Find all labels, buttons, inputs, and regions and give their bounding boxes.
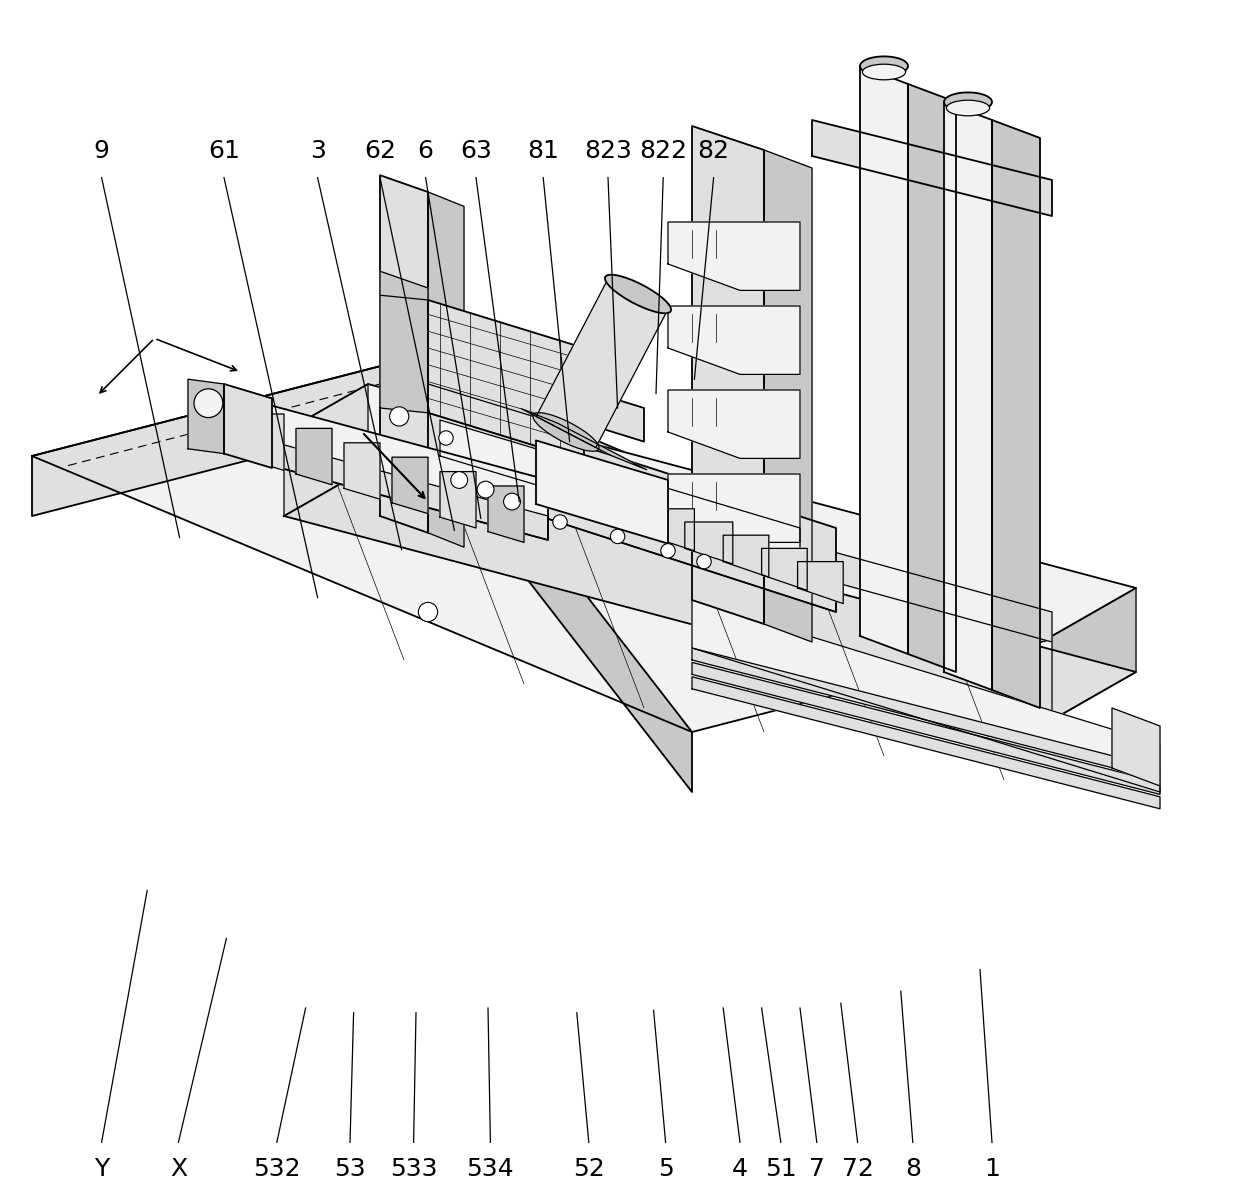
Text: 533: 533 <box>389 1157 438 1181</box>
Polygon shape <box>812 120 1052 216</box>
Polygon shape <box>428 396 836 612</box>
Text: 8: 8 <box>905 1157 921 1181</box>
Polygon shape <box>608 496 656 538</box>
Polygon shape <box>296 428 332 485</box>
Text: 61: 61 <box>208 139 239 163</box>
Polygon shape <box>1052 588 1136 720</box>
Text: 3: 3 <box>310 139 326 163</box>
Text: 1: 1 <box>985 1157 999 1181</box>
Polygon shape <box>1112 708 1159 786</box>
Polygon shape <box>692 600 1159 792</box>
Circle shape <box>389 407 409 426</box>
Polygon shape <box>861 66 908 654</box>
Circle shape <box>193 389 223 418</box>
Polygon shape <box>428 192 464 547</box>
Polygon shape <box>764 150 812 642</box>
Text: 82: 82 <box>698 139 729 163</box>
Text: X: X <box>170 1157 187 1181</box>
Polygon shape <box>668 222 800 290</box>
Ellipse shape <box>944 92 992 112</box>
Polygon shape <box>428 300 584 461</box>
Polygon shape <box>536 278 668 448</box>
Text: 5: 5 <box>657 1157 673 1181</box>
Polygon shape <box>521 409 647 469</box>
Polygon shape <box>812 546 1052 642</box>
Text: 822: 822 <box>639 139 687 163</box>
Polygon shape <box>692 677 1159 809</box>
Circle shape <box>439 431 453 445</box>
Circle shape <box>610 529 625 544</box>
Text: 72: 72 <box>842 1157 873 1181</box>
Polygon shape <box>761 548 807 590</box>
Polygon shape <box>284 468 1136 720</box>
Polygon shape <box>668 390 800 458</box>
Polygon shape <box>379 295 428 413</box>
Polygon shape <box>944 102 992 690</box>
Circle shape <box>503 493 521 510</box>
Text: 823: 823 <box>584 139 632 163</box>
Polygon shape <box>284 384 1136 636</box>
Circle shape <box>553 515 567 529</box>
Polygon shape <box>668 474 800 542</box>
Text: 4: 4 <box>732 1157 748 1181</box>
Polygon shape <box>797 562 843 604</box>
Text: 9: 9 <box>94 139 109 163</box>
Circle shape <box>418 602 438 622</box>
Polygon shape <box>992 120 1040 708</box>
Polygon shape <box>668 306 800 374</box>
Ellipse shape <box>862 64 905 79</box>
Ellipse shape <box>533 413 599 451</box>
Text: 6: 6 <box>418 139 434 163</box>
Circle shape <box>451 472 467 488</box>
Text: 532: 532 <box>253 1157 300 1181</box>
Text: 51: 51 <box>765 1157 796 1181</box>
Text: 534: 534 <box>466 1157 515 1181</box>
Polygon shape <box>248 414 284 470</box>
Polygon shape <box>404 360 692 792</box>
Polygon shape <box>32 360 1064 732</box>
Polygon shape <box>692 662 1159 794</box>
Polygon shape <box>343 443 379 499</box>
Text: 63: 63 <box>460 139 492 163</box>
Polygon shape <box>489 486 525 542</box>
Polygon shape <box>188 379 224 454</box>
Polygon shape <box>379 271 428 377</box>
Circle shape <box>477 481 494 498</box>
Polygon shape <box>684 522 733 564</box>
Polygon shape <box>440 420 800 564</box>
Text: 52: 52 <box>573 1157 605 1181</box>
Polygon shape <box>224 384 272 468</box>
Polygon shape <box>692 126 764 624</box>
Text: 81: 81 <box>527 139 559 163</box>
Text: 62: 62 <box>365 139 396 163</box>
Polygon shape <box>428 456 836 612</box>
Text: 53: 53 <box>335 1157 366 1181</box>
Ellipse shape <box>605 275 671 313</box>
Polygon shape <box>723 535 769 577</box>
Text: Y: Y <box>94 1157 109 1181</box>
Polygon shape <box>284 384 368 516</box>
Polygon shape <box>440 472 476 528</box>
Polygon shape <box>908 84 956 672</box>
Polygon shape <box>692 648 1159 780</box>
Ellipse shape <box>861 56 908 76</box>
Text: 7: 7 <box>808 1157 825 1181</box>
Polygon shape <box>428 384 584 461</box>
Circle shape <box>697 554 712 569</box>
Ellipse shape <box>946 101 990 115</box>
Polygon shape <box>379 175 428 533</box>
Polygon shape <box>379 326 644 442</box>
Polygon shape <box>236 396 548 540</box>
Polygon shape <box>392 457 428 514</box>
Circle shape <box>661 544 676 558</box>
Polygon shape <box>646 509 694 551</box>
Polygon shape <box>32 360 404 516</box>
Polygon shape <box>236 432 548 540</box>
Polygon shape <box>536 440 668 544</box>
